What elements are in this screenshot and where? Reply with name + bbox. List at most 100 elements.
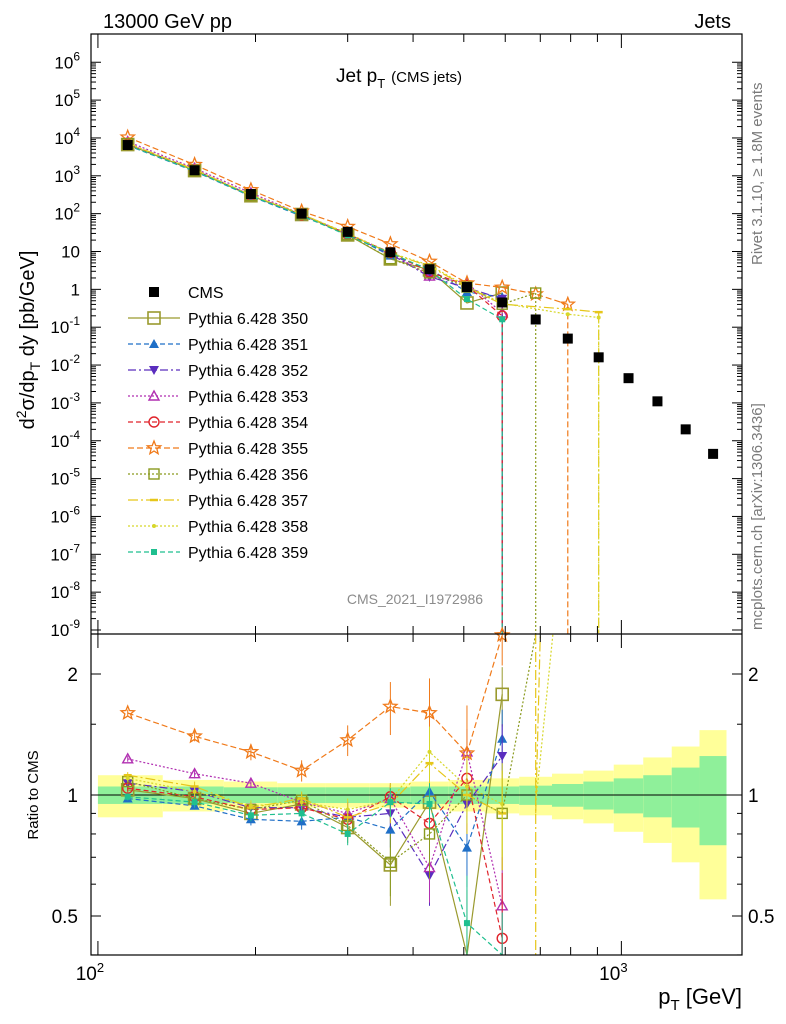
legend-item: CMS <box>149 285 224 302</box>
ytick-label: 10-4 <box>50 428 80 451</box>
legend-item: Pythia 6.428 354 <box>128 415 308 432</box>
svg-text:d2σ/dpT dy [pb/GeV]: d2σ/dpT dy [pb/GeV] <box>13 251 43 430</box>
ylabel-ratio: Ratio to CMS <box>25 750 42 839</box>
main-plot-area <box>119 128 719 634</box>
cms-point <box>189 165 200 176</box>
ratio-point <box>427 749 432 754</box>
xlabel: pT [GeV] <box>658 984 742 1014</box>
ratio-series-2 <box>122 724 508 906</box>
ytick-label: 10 <box>61 243 80 262</box>
cms-point <box>385 247 396 258</box>
ratio-band-inner <box>671 767 700 828</box>
ytick-label: 1 <box>71 280 80 299</box>
legend: CMS Pythia 6.428 350 Pythia 6.428 351 Pythi… <box>128 285 308 562</box>
legend-item: Pythia 6.428 356 <box>128 467 308 484</box>
ratio-point <box>387 799 394 806</box>
cms-point <box>530 314 541 325</box>
ratio-line <box>127 634 503 772</box>
cms-point <box>652 396 663 407</box>
legend-marker <box>149 366 159 375</box>
title-suffix: (CMS jets) <box>391 69 462 86</box>
ytick-label: 104 <box>54 125 80 148</box>
ratio-point <box>244 776 258 788</box>
ratio-point <box>125 776 130 781</box>
ratio-point <box>464 784 469 789</box>
cms-point <box>708 448 719 459</box>
legend-label: Pythia 6.428 358 <box>188 519 308 536</box>
legend-marker <box>149 339 159 348</box>
ytick-label: 10-2 <box>50 352 80 375</box>
ratio-point <box>493 626 511 643</box>
legend-item: Pythia 6.428 357 <box>128 493 308 510</box>
ratio-line <box>127 694 503 956</box>
cms-point <box>562 333 573 344</box>
ytick-label: 10-1 <box>50 314 80 337</box>
ratio-band-inner <box>643 775 672 818</box>
ytick-label: 10-5 <box>50 466 80 489</box>
ytick-label: 103 <box>54 163 80 186</box>
series-point <box>463 296 470 303</box>
series-line <box>127 143 503 317</box>
cms-point <box>296 208 307 219</box>
ratio-line <box>127 749 503 906</box>
legend-label: Pythia 6.428 357 <box>188 493 308 510</box>
title-main: Jet p <box>336 66 377 87</box>
ytick-label: 10-7 <box>50 541 80 564</box>
series-0 <box>120 137 509 634</box>
series-6 <box>122 138 542 634</box>
ratio-point <box>461 842 472 852</box>
ratio-point <box>192 789 197 794</box>
series-4 <box>122 138 508 634</box>
ytick-label: 105 <box>54 87 80 110</box>
series-1 <box>122 140 508 634</box>
rtick-label-left: 1 <box>67 786 78 807</box>
cms-point <box>342 226 353 237</box>
series-point <box>493 278 511 295</box>
legend-item: Pythia 6.428 353 <box>128 389 308 406</box>
series-2 <box>122 139 508 634</box>
legend-marker <box>148 468 160 480</box>
title-sub: T <box>377 76 385 91</box>
ratio-band-inner <box>613 778 644 814</box>
cms-point <box>497 297 508 308</box>
header-left: 13000 GeV pp <box>103 11 232 33</box>
legend-label: Pythia 6.428 352 <box>188 363 308 380</box>
series-point <box>529 287 542 299</box>
series-line <box>127 136 568 305</box>
legend-item: Pythia 6.428 358 <box>128 519 308 536</box>
ylabel-main: d2σ/dpT dy [pb/GeV] <box>13 251 43 430</box>
ratio-plot-area <box>119 626 554 956</box>
ytick-label: 10-6 <box>50 503 80 526</box>
ratio-line <box>127 781 503 864</box>
cms-point <box>245 189 256 200</box>
legend-label: CMS <box>188 285 224 302</box>
ratio-point <box>242 743 260 760</box>
ratio-point <box>463 920 470 927</box>
frame <box>90 33 743 956</box>
ratio-point <box>384 856 397 869</box>
legend-marker <box>148 416 160 428</box>
ratio-point <box>124 793 131 800</box>
series-point <box>596 315 601 320</box>
ratio-point <box>188 767 201 779</box>
ratio-tail <box>535 633 541 814</box>
rtick-label-right: 0.5 <box>748 907 774 928</box>
ratio-point <box>121 752 134 764</box>
legend-item: Pythia 6.428 352 <box>128 363 308 380</box>
rivet-label: Rivet 3.1.10, ≥ 1.8M events <box>749 83 766 266</box>
series-point <box>559 295 577 312</box>
rtick-label-left: 0.5 <box>52 907 78 928</box>
series-line <box>127 143 536 305</box>
series-point <box>381 235 399 252</box>
cms-point <box>593 352 604 363</box>
legend-label: Pythia 6.428 356 <box>188 467 308 484</box>
cms-point <box>424 264 435 275</box>
ratio-series-8 <box>125 726 505 858</box>
legend-label: Pythia 6.428 359 <box>188 545 308 562</box>
ratio-point <box>497 752 508 762</box>
header-right: Jets <box>694 11 731 33</box>
legend-item: Pythia 6.428 350 <box>128 311 308 328</box>
xtick-label: 103 <box>599 960 627 985</box>
legend-item: Pythia 6.428 351 <box>128 337 308 354</box>
legend-item: Pythia 6.428 355 <box>128 439 308 458</box>
